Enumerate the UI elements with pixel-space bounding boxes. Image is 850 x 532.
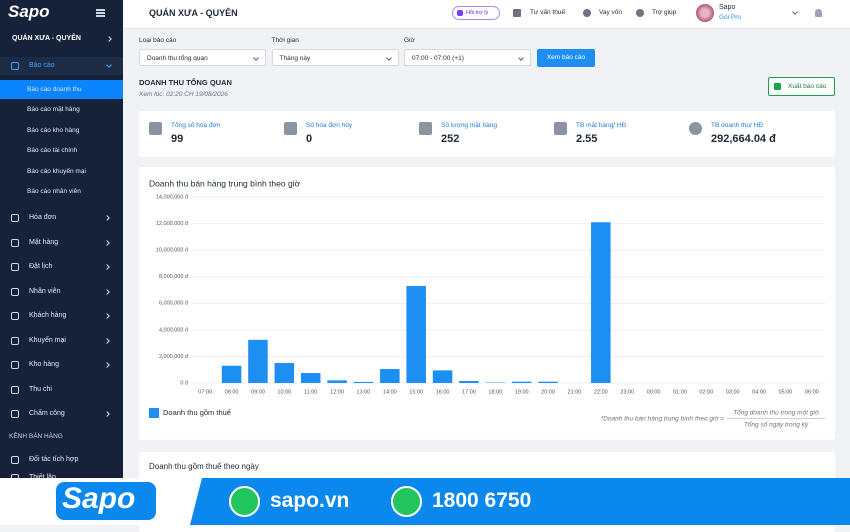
x-tick-label: 03:00 (726, 389, 740, 395)
phone-icon (391, 486, 422, 517)
x-tick-label: 11:00 (304, 389, 317, 395)
x-tick-label: 01:00 (673, 389, 687, 395)
x-tick-label: 17:00 (462, 389, 476, 395)
banner-brand: Sapo (62, 482, 135, 516)
x-tick-label: 22:00 (594, 389, 608, 395)
y-tick-label: 0 đ (180, 380, 189, 386)
bar (538, 382, 558, 383)
formula-lhs: *Doanh thu bán hàng trung bình theo giờ … (601, 416, 725, 423)
bar (248, 340, 268, 383)
x-tick-label: 10:00 (277, 389, 291, 395)
y-tick-label: 8,000,000 đ (159, 274, 189, 280)
y-tick-label: 4,000,000 đ (159, 327, 189, 333)
y-tick-label: 10,000,000 đ (156, 248, 189, 254)
bar (406, 286, 426, 383)
x-tick-label: 12:00 (330, 389, 344, 395)
x-tick-label: 13:00 (357, 389, 371, 395)
y-tick-label: 12,000,000 đ (156, 221, 189, 227)
x-tick-label: 20:00 (541, 389, 555, 395)
bar (301, 373, 321, 383)
banner-website[interactable]: sapo.vn (270, 489, 349, 513)
x-tick-label: 19:00 (515, 389, 529, 395)
formula-denominator: Tổng số ngày trong kỳ (744, 421, 809, 429)
x-tick-label: 18:00 (488, 389, 502, 395)
chart-title: Doanh thu bán hàng trung bình theo giờ (149, 178, 301, 188)
x-tick-label: 06:00 (805, 389, 819, 395)
x-tick-label: 16:00 (436, 389, 450, 395)
banner: Sapo sapo.vn 1800 6750 (0, 478, 850, 525)
formula-numerator: Tổng doanh thu trong một giờ (733, 409, 820, 417)
x-tick-label: 21:00 (568, 389, 582, 395)
bar (591, 222, 611, 383)
x-tick-label: 07:00 (198, 389, 212, 395)
x-tick-label: 00:00 (647, 389, 661, 395)
x-tick-label: 08:00 (225, 389, 239, 395)
bar (380, 369, 400, 383)
x-tick-label: 02:00 (699, 389, 713, 395)
legend-label: Doanh thu gồm thuế (163, 408, 232, 417)
globe-icon (229, 486, 260, 517)
banner-phone[interactable]: 1800 6750 (432, 489, 531, 513)
x-tick-label: 15:00 (409, 389, 423, 395)
x-tick-label: 05:00 (779, 389, 793, 395)
y-tick-label: 6,000,000 đ (159, 301, 189, 307)
bar (327, 380, 347, 383)
bar (459, 381, 479, 383)
y-tick-label: 14,000,000 đ (156, 194, 189, 200)
bar (354, 382, 374, 383)
legend-swatch (149, 408, 159, 418)
bar (222, 366, 242, 383)
y-tick-label: 2,000,000 đ (159, 354, 189, 360)
x-tick-label: 23:00 (620, 389, 634, 395)
x-tick-label: 14:00 (383, 389, 397, 395)
x-tick-label: 04:00 (752, 389, 766, 395)
bar (512, 382, 532, 383)
bar (433, 370, 453, 383)
bar (275, 363, 295, 383)
x-tick-label: 09:00 (251, 389, 265, 395)
